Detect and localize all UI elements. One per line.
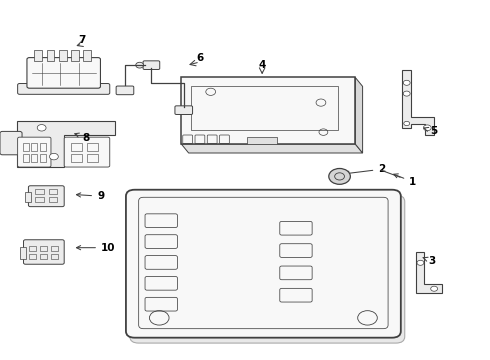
Bar [34,50,42,61]
Bar [29,254,36,259]
Text: 2: 2 [345,164,386,175]
Bar [31,154,37,162]
Circle shape [404,121,410,126]
Circle shape [329,168,350,184]
Bar [83,50,91,61]
FancyBboxPatch shape [181,77,355,144]
Bar [59,50,67,61]
Bar [51,254,58,259]
Bar [35,189,44,194]
Text: 7: 7 [78,35,86,45]
Bar [40,254,47,259]
Bar [71,143,82,151]
Circle shape [37,125,46,131]
FancyBboxPatch shape [18,84,110,94]
Circle shape [423,125,431,131]
Polygon shape [355,77,363,153]
Bar [51,246,58,251]
Text: 4: 4 [258,60,266,70]
Bar [23,143,29,151]
Bar [24,192,31,202]
FancyBboxPatch shape [64,137,110,167]
Bar [20,247,26,259]
Circle shape [403,91,410,96]
Bar [247,137,277,144]
Circle shape [431,286,438,291]
Circle shape [49,153,58,160]
Bar [40,246,47,251]
Bar [71,154,82,162]
Bar [87,154,98,162]
FancyBboxPatch shape [0,131,22,155]
Bar [191,86,338,130]
FancyBboxPatch shape [116,86,134,95]
Polygon shape [402,70,434,135]
FancyBboxPatch shape [27,58,100,88]
Text: 5: 5 [424,126,438,136]
Polygon shape [17,121,115,167]
Text: 3: 3 [423,256,436,266]
Bar [31,143,37,151]
Circle shape [417,260,424,265]
FancyBboxPatch shape [18,137,51,167]
FancyBboxPatch shape [175,106,193,114]
FancyBboxPatch shape [143,61,160,69]
Bar [35,197,44,202]
Polygon shape [181,144,363,153]
Bar [49,189,57,194]
Text: 6: 6 [196,53,203,63]
Polygon shape [416,252,442,293]
FancyBboxPatch shape [28,186,64,207]
Circle shape [403,80,410,85]
FancyBboxPatch shape [130,195,405,343]
Text: 1: 1 [393,174,416,187]
Circle shape [136,62,144,68]
Bar [49,197,57,202]
FancyBboxPatch shape [126,190,401,338]
Text: 9: 9 [76,191,104,201]
Text: 10: 10 [76,243,116,253]
Bar [40,154,46,162]
Bar [47,50,54,61]
Bar [29,246,36,251]
Bar [71,50,79,61]
Bar [87,143,98,151]
Text: 8: 8 [75,132,90,143]
Bar [40,143,46,151]
FancyBboxPatch shape [24,240,64,264]
Bar [23,154,29,162]
